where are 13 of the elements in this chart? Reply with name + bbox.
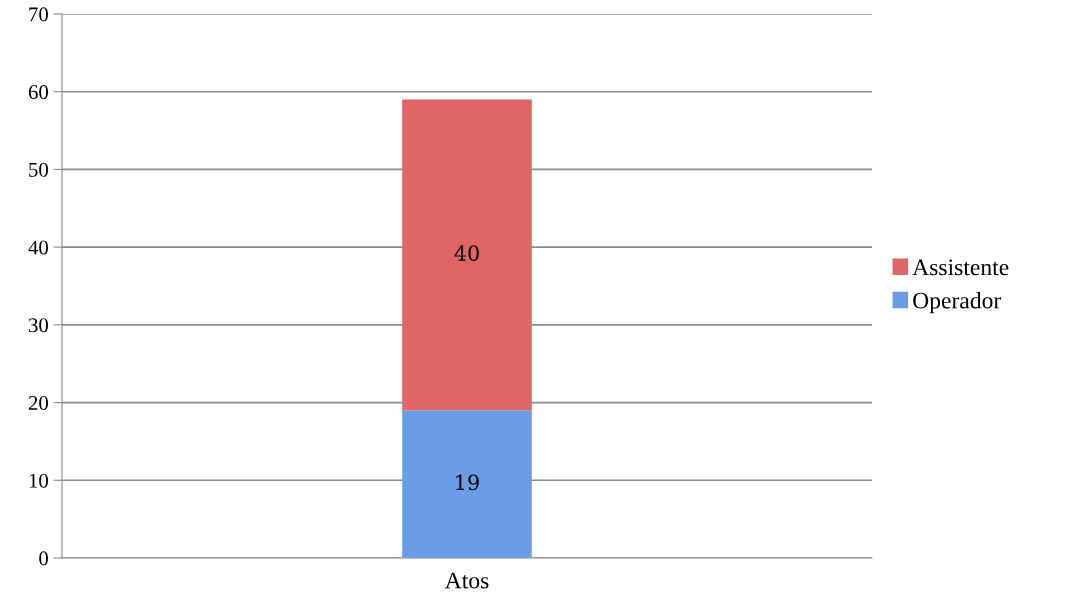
- legend-label: Operador: [913, 291, 1002, 314]
- y-tick-label: 0: [39, 551, 49, 566]
- y-tick-label: 40: [28, 240, 49, 255]
- y-tick-label: 70: [29, 7, 49, 22]
- data-label: 40: [454, 245, 479, 261]
- legend-label: Assistente: [912, 259, 1009, 276]
- x-tick-label: Atos: [444, 572, 489, 589]
- y-tick-label: 50: [29, 162, 49, 177]
- y-tick-label: 30: [28, 318, 49, 333]
- y-tick-label: 60: [28, 85, 49, 100]
- data-label: 19: [456, 474, 479, 491]
- y-tick-label: 20: [28, 395, 49, 410]
- y-tick-label: 10: [29, 473, 49, 488]
